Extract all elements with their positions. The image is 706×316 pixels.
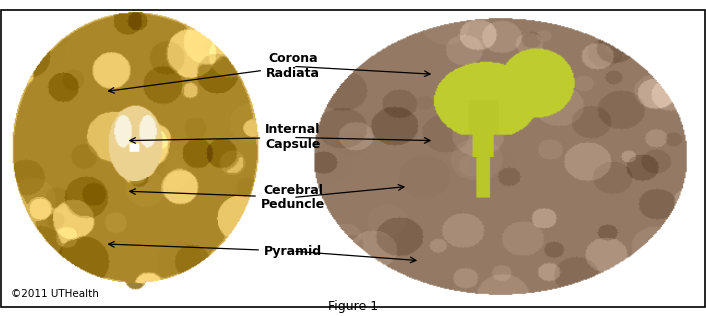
Text: Internal
Capsule: Internal Capsule (130, 124, 321, 151)
Text: Figure 1: Figure 1 (328, 301, 378, 313)
Text: Cerebral
Peduncle: Cerebral Peduncle (130, 184, 325, 211)
Text: ©2011 UTHealth: ©2011 UTHealth (11, 289, 98, 299)
Text: Pyramid: Pyramid (109, 241, 322, 258)
Text: Corona
Radiata: Corona Radiata (109, 52, 320, 93)
